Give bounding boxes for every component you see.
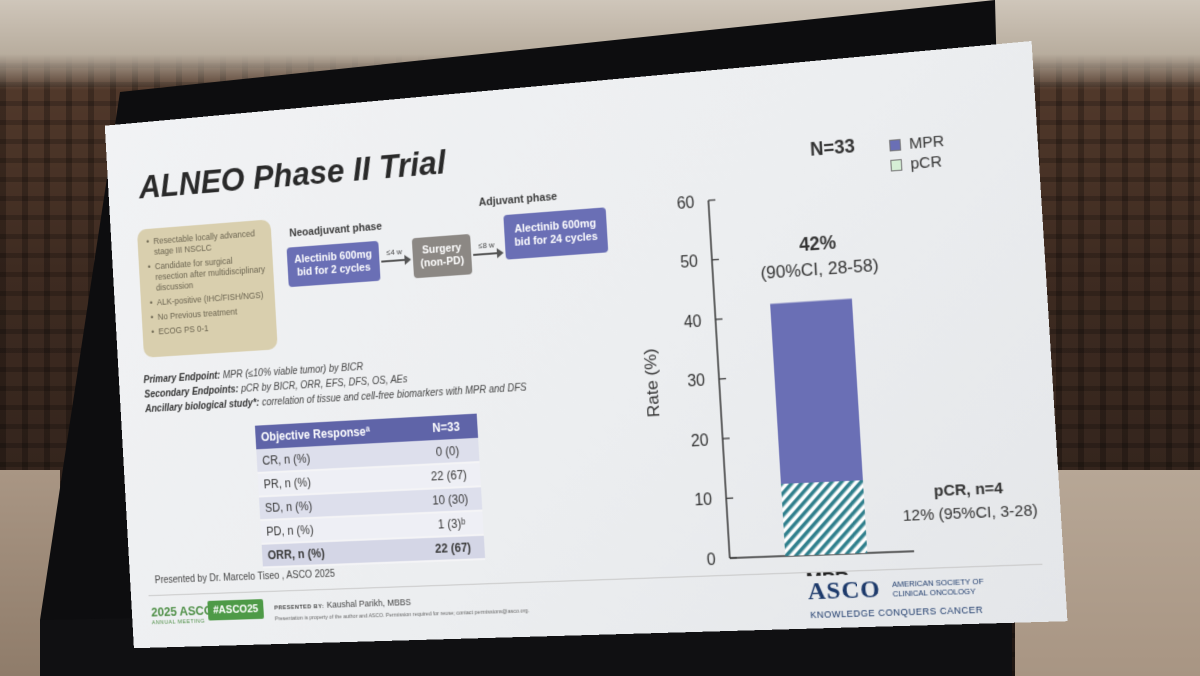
slide-wrap: ALNEO Phase II Trial Resectable locally … <box>105 41 1068 648</box>
asco-logo: ASCO <box>807 576 881 607</box>
row-label: ORR, n (%) <box>262 537 423 567</box>
y-tick-label: 20 <box>690 432 709 451</box>
bar-pcr <box>781 480 867 556</box>
y-tick <box>708 200 715 201</box>
chart-title: N=33 <box>810 135 856 160</box>
legend-label: pCR <box>910 153 943 173</box>
y-axis-label: Rate (%) <box>640 348 663 418</box>
row-value: 0 (0) <box>416 438 480 465</box>
eligibility-criteria: Resectable locally advanced stage III NS… <box>137 219 278 357</box>
y-tick-label: 40 <box>683 313 702 332</box>
hashtag-badge: #ASCO25 <box>207 599 264 620</box>
legend-item-pcr: pCR <box>890 152 946 174</box>
y-tick-label: 0 <box>706 551 716 569</box>
data-label-mpr: 42% <box>799 232 837 256</box>
arrow2-label: ≤8 w <box>478 240 495 250</box>
neoadjuvant-box: Alectinib 600mg bid for 2 cycles <box>287 241 381 287</box>
arrow1-label: ≤4 w <box>386 247 402 257</box>
presented-by: Presented by Dr. Marcelo Tiseo , ASCO 20… <box>154 569 335 586</box>
data-label-pcr: pCR, n=4 <box>933 480 1004 500</box>
arrow-icon <box>473 252 502 256</box>
criteria-item: Candidate for surgical resection after m… <box>148 253 267 294</box>
y-tick-label: 60 <box>676 194 695 213</box>
data-label-mpr-ci: (90%CI, 28-58) <box>760 256 879 284</box>
meeting-logo-sub: ANNUAL MEETING <box>152 619 206 627</box>
surgery-box: Surgery (non-PD) <box>412 234 473 278</box>
column-header: N=33 <box>414 414 478 441</box>
slide: ALNEO Phase II Trial Resectable locally … <box>105 41 1068 648</box>
y-tick-label: 50 <box>680 254 699 273</box>
asco-society-name: AMERICAN SOCIETY OF CLINICAL ONCOLOGY <box>892 576 988 598</box>
objective-response-table: Objective Responseª N=33 CR, n (%) 0 (0)… <box>255 414 485 569</box>
row-value: 10 (30) <box>418 486 482 513</box>
adjuvant-label: Adjuvant phase <box>478 191 557 209</box>
permission-notice: Presentation is property of the author a… <box>275 608 530 622</box>
asco-tagline: KNOWLEDGE CONQUERS CANCER <box>810 604 984 620</box>
y-tick-label: 30 <box>687 373 706 392</box>
neoadjuvant-label: Neoadjuvant phase <box>289 221 382 240</box>
legend-swatch-pcr <box>890 159 902 172</box>
row-value: 1 (3)ᵇ <box>420 511 484 538</box>
legend-swatch-mpr <box>889 139 901 152</box>
mpr-chart: N=33 0 10 20 30 40 50 60 Rate (%) MPR 42%(90%CI, 2… <box>555 63 1054 584</box>
bar-mpr <box>770 299 863 484</box>
slide-title: ALNEO Phase II Trial <box>138 143 447 207</box>
row-value: 22 (67) <box>417 462 481 489</box>
endpoints: Primary Endpoint: MPR (≤10% viable tumor… <box>143 346 589 417</box>
meeting-logo: 2025 ASCO <box>151 603 213 620</box>
row-value: 22 (67) <box>421 535 485 562</box>
chart-legend: MPR pCR <box>889 132 946 177</box>
y-tick-label: 10 <box>694 492 713 510</box>
legend-label: MPR <box>909 132 945 153</box>
presenter: PRESENTED BY: Kaushal Parikh, MBBS <box>274 597 411 612</box>
data-label-pcr-ci: 12% (95%CI, 3-28) <box>902 502 1038 525</box>
legend-item-mpr: MPR <box>889 132 945 154</box>
arrow-icon <box>381 259 409 263</box>
